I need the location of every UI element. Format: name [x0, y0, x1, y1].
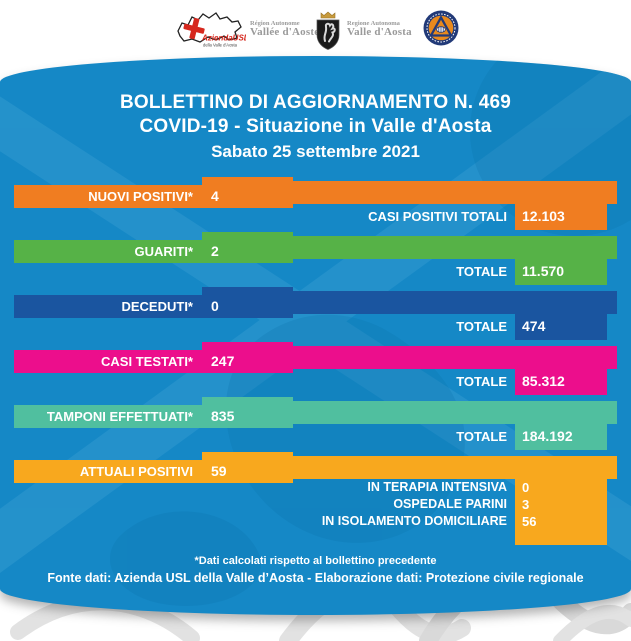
metric-row-nuovi-positivi: NUOVI POSITIVI* 4 CASI POSITIVI TOTALI 1…	[0, 177, 631, 277]
region-it-line2: Valle d'Aosta	[347, 26, 412, 39]
region-it-line1: Regione Autonoma	[347, 20, 400, 27]
total-value: 11.570	[522, 263, 565, 279]
metric-value: 0	[211, 298, 219, 314]
metric-row-deceduti: DECEDUTI* 0 TOTALE 474	[0, 287, 631, 387]
usl-logo-tagline: della Valle d'Aosta	[203, 43, 238, 48]
region-fr-line1: Région Autonome	[250, 20, 300, 27]
metric-value: 247	[211, 353, 235, 369]
region-fr-line2: Vallée d'Aoste	[250, 26, 320, 39]
metric-label: GUARITI*	[14, 240, 202, 263]
metric-label: DECEDUTI*	[14, 295, 202, 318]
total-label: TOTALE	[456, 319, 507, 334]
metric-row-guariti: GUARITI* 2 TOTALE 11.570	[0, 232, 631, 332]
azienda-usl-logo-icon: AziendaUSL della Valle d'Aosta	[177, 12, 246, 48]
metric-label: CASI TESTATI*	[14, 350, 202, 373]
metric-value: 835	[211, 408, 235, 424]
metric-value-box	[202, 177, 293, 208]
bulletin-subtitle: COVID-19 - Situazione in Valle d'Aosta	[139, 116, 492, 137]
usl-logo-text: AziendaUSL	[201, 34, 246, 43]
total-value: 85.312	[522, 373, 565, 389]
metric-value: 2	[211, 243, 219, 259]
row-extension-bar	[293, 456, 617, 479]
protezione-civile-badge-icon	[423, 10, 459, 46]
metric-value-box	[202, 232, 293, 263]
breakdown-value: 0	[522, 480, 530, 495]
footnote: *Dati calcolati rispetto al bollettino p…	[194, 555, 437, 567]
total-value-box	[515, 423, 607, 450]
row-extension-bar	[293, 236, 617, 259]
metric-label: NUOVI POSITIVI*	[14, 185, 202, 208]
row-extension-bar	[293, 346, 617, 369]
breakdown-values: 0 3 56	[522, 479, 536, 531]
region-name-french: Région Autonome Vallée d'Aoste	[250, 20, 320, 39]
total-label: CASI POSITIVI TOTALI	[368, 209, 507, 224]
metric-value-box	[202, 452, 293, 483]
valle-daosta-crest-icon	[316, 11, 340, 50]
breakdown-labels: IN TERAPIA INTENSIVA OSPEDALE PARINI IN …	[180, 479, 507, 531]
row-extension-bar	[293, 291, 617, 314]
metric-value-box	[202, 287, 293, 318]
total-value-box	[515, 313, 607, 340]
metric-value-box	[202, 342, 293, 373]
breakdown-label: IN TERAPIA INTENSIVA	[367, 480, 507, 494]
metric-row-casi-testati: CASI TESTATI* 247 TOTALE 85.312	[0, 342, 631, 442]
total-label: TOTALE	[456, 264, 507, 279]
row-extension-bar	[293, 181, 617, 204]
breakdown-value-box	[515, 475, 607, 545]
total-label: TOTALE	[456, 374, 507, 389]
region-name-italian: Regione Autonoma Valle d'Aosta	[347, 20, 417, 39]
bulletin-title: BOLLETTINO DI AGGIORNAMENTO N. 469	[119, 92, 512, 113]
breakdown-value: 3	[522, 497, 530, 513]
breakdown-label: OSPEDALE PARINI	[393, 497, 507, 512]
metric-row-tamponi-effettuati: TAMPONI EFFETTUATI* 835 TOTALE 184.192	[0, 397, 631, 497]
metric-label: ATTUALI POSITIVI	[14, 460, 202, 483]
breakdown-label: IN ISOLAMENTO DOMICILIARE	[321, 514, 507, 529]
breakdown-value: 56	[522, 514, 537, 530]
total-value: 184.192	[522, 428, 573, 444]
total-value-box	[515, 368, 607, 395]
data-source: Fonte dati: Azienda USL della Valle d’Ao…	[47, 571, 584, 585]
total-value-box	[515, 203, 607, 230]
total-value: 12.103	[522, 208, 565, 224]
metric-label: TAMPONI EFFETTUATI*	[14, 405, 202, 428]
bulletin-date: Sabato 25 settembre 2021	[211, 142, 420, 161]
total-label: TOTALE	[456, 429, 507, 444]
metric-value-box	[202, 397, 293, 428]
total-value: 474	[522, 318, 546, 334]
row-extension-bar	[293, 401, 617, 424]
metric-row-attuali-positivi: ATTUALI POSITIVI 59 0 3 56 IN TERAPIA IN…	[0, 452, 631, 552]
metric-value: 4	[211, 188, 219, 204]
total-value-box	[515, 258, 607, 285]
metric-value: 59	[211, 463, 227, 479]
